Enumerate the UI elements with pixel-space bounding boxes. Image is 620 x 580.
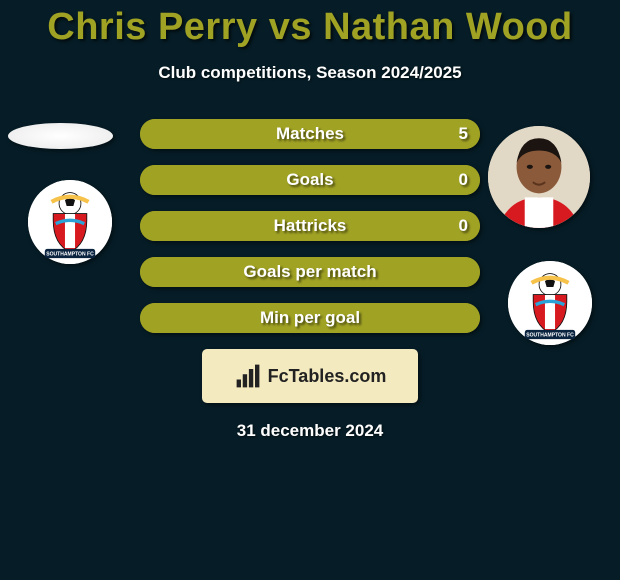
stat-right-fill (310, 165, 480, 195)
brand-badge[interactable]: FcTables.com (202, 349, 418, 403)
player2-name: Nathan Wood (323, 6, 573, 48)
date-label: 31 december 2024 (0, 421, 620, 441)
stat-row: Matches5 (140, 119, 480, 149)
stat-right-fill (310, 257, 480, 287)
subtitle: Club competitions, Season 2024/2025 (0, 63, 620, 83)
stat-left-fill (140, 257, 310, 287)
player1-club-crest: SOUTHAMPTON FC (28, 180, 112, 264)
stat-left-fill (140, 165, 310, 195)
stat-rows: Matches5 Goals0 Hattricks0 Goals per match M… (140, 119, 480, 333)
svg-text:SOUTHAMPTON FC: SOUTHAMPTON FC (46, 252, 94, 258)
brand-label: FcTables.com (268, 366, 387, 387)
stat-right-fill (140, 119, 480, 149)
svg-text:SOUTHAMPTON FC: SOUTHAMPTON FC (526, 333, 574, 339)
stat-left-fill (140, 211, 310, 241)
player2-club-crest: SOUTHAMPTON FC (508, 261, 592, 345)
vs-label: vs (269, 6, 312, 48)
stat-right-fill (310, 211, 480, 241)
player2-avatar (488, 126, 590, 228)
stat-row: Goals0 (140, 165, 480, 195)
page-title: Chris Perry vs Nathan Wood (0, 0, 620, 49)
player1-name: Chris Perry (47, 6, 257, 48)
bar-chart-icon (234, 362, 262, 390)
stat-right-fill (310, 303, 480, 333)
stat-left-fill (140, 303, 310, 333)
stat-row: Goals per match (140, 257, 480, 287)
stat-row: Hattricks0 (140, 211, 480, 241)
player1-avatar-placeholder (8, 123, 113, 149)
stat-row: Min per goal (140, 303, 480, 333)
